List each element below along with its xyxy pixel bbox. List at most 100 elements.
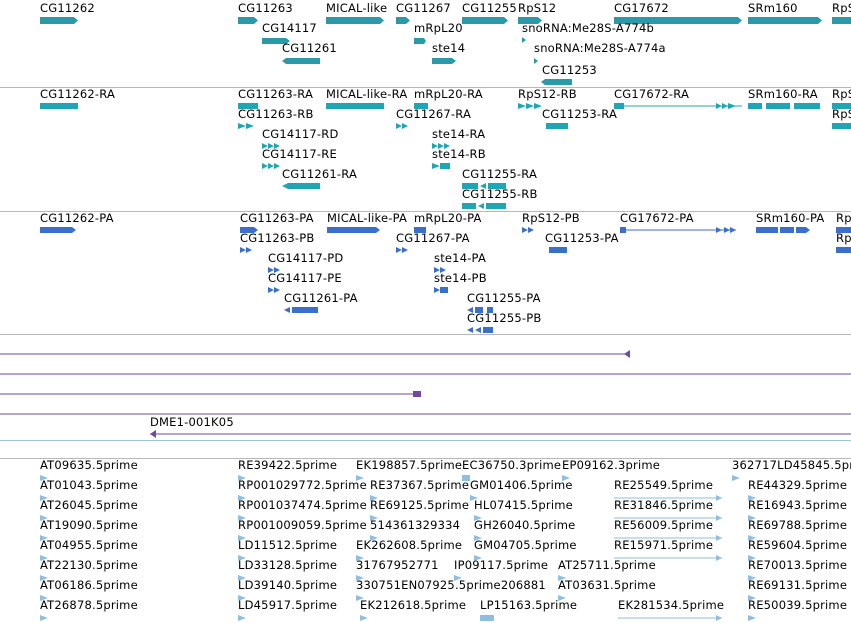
protein-label[interactable]: CG11255-PA [467,291,541,305]
transcript-label[interactable]: RpS [832,87,851,101]
est-label[interactable]: AT19090.5prime [40,518,138,532]
est-label[interactable]: RE59604.5prime [748,538,848,552]
protein-label[interactable]: CG17672-PA [620,211,694,225]
transcript-label[interactable]: CG11267-RA [396,107,472,121]
transcript-label[interactable]: MICAL-like-RA [326,87,408,101]
contig-label[interactable]: DME1-001K05 [150,415,234,429]
protein-label[interactable]: ste14-PB [434,271,487,285]
transcript-label[interactable]: CG11255-RA [462,167,538,181]
est-label[interactable]: LP15163.5prime [480,598,578,612]
gene-label[interactable]: ste14 [432,41,466,55]
est-label[interactable]: AT03631.5prime [558,578,656,592]
transcript-glyphs[interactable] [40,103,851,209]
transcript-label[interactable]: CG11255-RB [462,187,538,201]
transcript-label[interactable]: CG11253-RA [542,107,618,121]
protein-label[interactable]: CG11255-PB [467,311,542,325]
protein-glyphs[interactable] [40,227,851,333]
transcript-label[interactable]: CG14117-RE [262,147,337,161]
est-label[interactable]: AT04955.5prime [40,538,138,552]
est-label[interactable]: AT01043.5prime [40,478,138,492]
est-label[interactable]: GM01406.5prime [470,478,573,492]
est-label[interactable]: LD39140.5prime [238,578,338,592]
est-label[interactable]: 330751EN07925.5prime206881 [356,578,546,592]
protein-label[interactable]: CG14117-PD [268,251,344,265]
est-label[interactable]: LD45917.5prime [238,598,338,612]
gene-label[interactable]: CG17672 [614,1,669,15]
protein-label[interactable]: CG11262-PA [40,211,114,225]
est-label[interactable]: EK198857.5prime [356,458,463,472]
protein-label[interactable]: CG11261-PA [284,291,358,305]
est-label[interactable]: AT25711.5prime [558,558,656,572]
est-label[interactable]: EC36750.3prime [462,458,562,472]
gene-label[interactable]: CG11267 [396,1,451,15]
gene-label[interactable]: SRm160 [748,1,798,15]
gene-label[interactable]: CG11263 [238,1,293,15]
est-label[interactable]: EK212618.5prime [360,598,467,612]
est-label[interactable]: AT26878.5prime [40,598,138,612]
gene-label[interactable]: snoRNA:Me28S-A774b [522,21,654,35]
est-label[interactable]: RE69125.5prime [370,498,470,512]
protein-label[interactable]: RpS12-PB [522,211,580,225]
est-label[interactable]: RE69788.5prime [748,518,848,532]
protein-label[interactable]: Rp [836,211,851,225]
contig-glyphs[interactable] [0,350,851,438]
protein-label[interactable]: CG11267-PA [396,231,470,245]
est-label[interactable]: GH26040.5prime [474,518,576,532]
gene-label[interactable]: RpS [832,1,851,15]
est-label[interactable]: RE39422.5prime [238,458,338,472]
protein-label[interactable]: CG11253-PA [545,231,619,245]
transcript-label[interactable]: CG11262-RA [40,87,116,101]
est-label[interactable]: HL07415.5prime [474,498,573,512]
transcript-label[interactable]: mRpL20-RA [414,87,483,101]
protein-label[interactable]: Rp [836,231,851,245]
protein-label[interactable]: CG11263-PA [240,211,314,225]
est-label[interactable]: LD33128.5prime [238,558,338,572]
protein-label[interactable]: SRm160-PA [756,211,825,225]
est-label[interactable]: 362717LD45845.5prim [732,458,851,472]
est-label[interactable]: RE50039.5prime [748,598,848,612]
gene-glyphs[interactable] [40,17,851,85]
transcript-label[interactable]: RpS [832,107,851,121]
est-label[interactable]: RE16943.5prime [748,498,848,512]
protein-label[interactable]: mRpL20-PA [414,211,482,225]
transcript-label[interactable]: CG11263-RB [238,107,314,121]
transcript-label[interactable]: RpS12-RB [518,87,577,101]
est-label[interactable]: RE69131.5prime [748,578,848,592]
gene-label[interactable]: RpS12 [518,1,557,15]
est-label[interactable]: 514361329334 [370,518,461,532]
transcript-label[interactable]: CG11261-RA [282,167,358,181]
est-label[interactable]: AT06186.5prime [40,578,138,592]
est-label[interactable]: EK262608.5prime [356,538,463,552]
est-label[interactable]: RE44329.5prime [748,478,848,492]
est-label[interactable]: EK281534.5prime [618,598,725,612]
transcript-label[interactable]: ste14-RB [432,147,486,161]
est-label[interactable]: IP09117.5prime [454,558,549,572]
gene-label[interactable]: CG11262 [40,1,95,15]
protein-label[interactable]: CG11263-PB [240,231,315,245]
est-label[interactable]: RE31846.5prime [614,498,714,512]
gene-label[interactable]: CG14117 [262,21,317,35]
transcript-label[interactable]: SRm160-RA [748,87,818,101]
est-label[interactable]: AT26045.5prime [40,498,138,512]
transcript-label[interactable]: CG17672-RA [614,87,690,101]
gene-label[interactable]: CG11255 [462,1,517,15]
est-label[interactable]: RE15971.5prime [614,538,714,552]
est-label[interactable]: RE37367.5prime [370,478,470,492]
est-label[interactable]: LD11512.5prime [238,538,338,552]
est-label[interactable]: RP001037474.5prime [238,498,367,512]
protein-label[interactable]: MICAL-like-PA [327,211,408,225]
gene-label[interactable]: MICAL-like [326,1,388,15]
est-label[interactable]: AT22130.5prime [40,558,138,572]
transcript-label[interactable]: ste14-RA [432,127,486,141]
est-label[interactable]: RP001029772.5prime [238,478,367,492]
est-label[interactable]: GM04705.5prime [474,538,577,552]
est-glyphs[interactable] [40,475,756,621]
est-label[interactable]: EP09162.3prime [562,458,661,472]
gene-label[interactable]: mRpL20 [414,21,463,35]
gene-label[interactable]: CG11261 [282,41,337,55]
gene-label[interactable]: CG11253 [542,63,597,77]
est-label[interactable]: RP001009059.5prime [238,518,367,532]
est-label[interactable]: RE25549.5prime [614,478,714,492]
est-label[interactable]: 31767952771 [356,558,439,572]
transcript-label[interactable]: CG14117-RD [262,127,339,141]
